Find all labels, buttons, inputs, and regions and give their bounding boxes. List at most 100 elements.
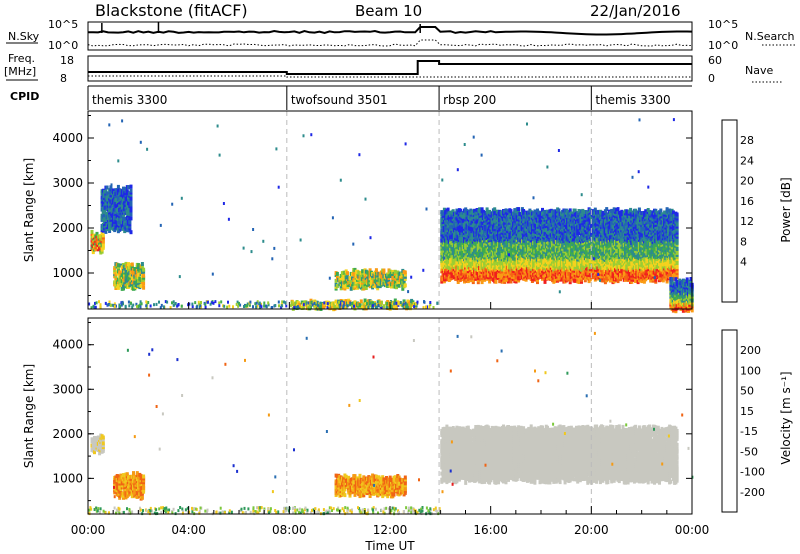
- heat-cell: [450, 273, 454, 278]
- freq-label-1: Freq.: [8, 52, 35, 65]
- heat-cell: [500, 269, 504, 274]
- heat-cell: [138, 280, 142, 285]
- heat-cell: [368, 268, 372, 273]
- heat-cell: [101, 235, 105, 240]
- heat-cell: [290, 302, 294, 307]
- heat-cell: [109, 185, 113, 190]
- heat-cell: [120, 224, 124, 229]
- heat-cell: [137, 263, 141, 268]
- heat-cell: [109, 195, 113, 200]
- heat-cell: [374, 304, 378, 309]
- heat-cell: [100, 249, 104, 254]
- nave-tick-bottom: 0: [708, 72, 715, 85]
- cpid-segments: themis 3300 twofsound 3501 rbsp 200 themis …: [87, 86, 671, 110]
- heat-cell: [577, 209, 581, 213]
- heat-cell: [403, 270, 407, 275]
- noise-panel-frame: [87, 21, 693, 51]
- heat-cell: [474, 276, 478, 281]
- heat-cell: [382, 268, 386, 273]
- heat-cell: [349, 286, 353, 291]
- heat-cell: [514, 275, 518, 280]
- nave-line: [88, 75, 692, 78]
- heat-cell: [543, 209, 547, 214]
- heat-cell: [108, 229, 112, 233]
- heat-cell: [334, 299, 338, 304]
- heat-cell: [361, 269, 365, 274]
- power-heatmap: [88, 118, 694, 314]
- heat-cell: [551, 251, 555, 256]
- freq-tick-top: 18: [60, 54, 74, 67]
- freq-label-2: [MHz]: [4, 65, 36, 78]
- heat-cell: [111, 188, 115, 193]
- heat-cell: [90, 229, 94, 234]
- heat-cell: [403, 272, 407, 277]
- heat-cell: [104, 211, 108, 216]
- heat-cell: [364, 286, 368, 290]
- heat-cell: [105, 185, 109, 190]
- heat-cell: [440, 279, 444, 284]
- freq-panel-frame: [87, 55, 693, 82]
- heat-cell: [401, 286, 405, 291]
- heat-cell: [580, 277, 583, 282]
- heat-cell: [363, 298, 367, 303]
- heat-cell: [104, 229, 108, 234]
- heat-cell: [334, 278, 338, 283]
- heat-cell: [127, 278, 130, 283]
- freq-line: [88, 60, 692, 75]
- heat-cell: [593, 207, 597, 212]
- heat-cell: [473, 208, 477, 213]
- heat-cell: [568, 208, 572, 213]
- nave-tick-top: 60: [708, 54, 722, 67]
- heat-cell: [333, 304, 337, 309]
- heat-cell: [348, 280, 352, 284]
- heat-cell: [106, 191, 110, 196]
- noise-right-tick-top: 10^5: [708, 18, 738, 31]
- heat-cell: [494, 239, 498, 244]
- heat-cell: [133, 267, 137, 271]
- heat-cell: [130, 262, 134, 267]
- cpid-segment-label: themis 3300: [92, 93, 167, 107]
- heat-cell: [476, 231, 480, 236]
- noise-left-label: N.Sky: [8, 30, 40, 43]
- heat-cell: [517, 278, 521, 283]
- heat-cell: [530, 279, 534, 283]
- noise-right-tick-bottom: 10^0: [708, 39, 738, 52]
- heat-cell: [128, 262, 132, 267]
- heat-cell: [552, 209, 556, 214]
- heat-cell: [536, 208, 539, 213]
- heat-cell: [581, 208, 585, 213]
- heat-cell: [339, 286, 343, 291]
- heat-cell: [344, 299, 348, 304]
- heat-cell: [376, 275, 380, 280]
- heat-cell: [335, 284, 339, 288]
- heat-cell: [335, 271, 339, 276]
- heat-cell: [142, 267, 146, 272]
- freq-panel: Freq. [MHz] 18 8 60 0 Nave: [4, 52, 782, 85]
- heat-cell: [319, 305, 323, 309]
- heat-cell: [488, 279, 492, 284]
- heat-cell: [568, 280, 572, 285]
- heat-cell: [301, 305, 305, 310]
- heat-cell: [353, 300, 357, 305]
- cpid-segment-label: rbsp 200: [443, 93, 496, 107]
- heat-cell: [298, 304, 302, 309]
- heat-cell: [451, 209, 455, 214]
- heat-cell: [393, 280, 397, 285]
- heat-cell: [459, 208, 463, 213]
- heat-cell: [376, 284, 380, 289]
- heat-cell: [481, 209, 485, 214]
- heat-cell: [116, 265, 120, 270]
- heat-cell: [393, 269, 397, 274]
- heat-cell: [493, 207, 497, 212]
- heat-cell: [142, 285, 146, 290]
- heat-cell: [403, 276, 407, 281]
- station-title: Blackstone (fitACF): [95, 1, 248, 20]
- heat-cell: [395, 285, 398, 290]
- heat-cell: [101, 239, 105, 244]
- heat-cell: [142, 273, 146, 278]
- heat-cell: [101, 245, 105, 250]
- heat-cell: [533, 209, 537, 214]
- heat-cell: [446, 207, 450, 212]
- heat-cell: [388, 269, 392, 274]
